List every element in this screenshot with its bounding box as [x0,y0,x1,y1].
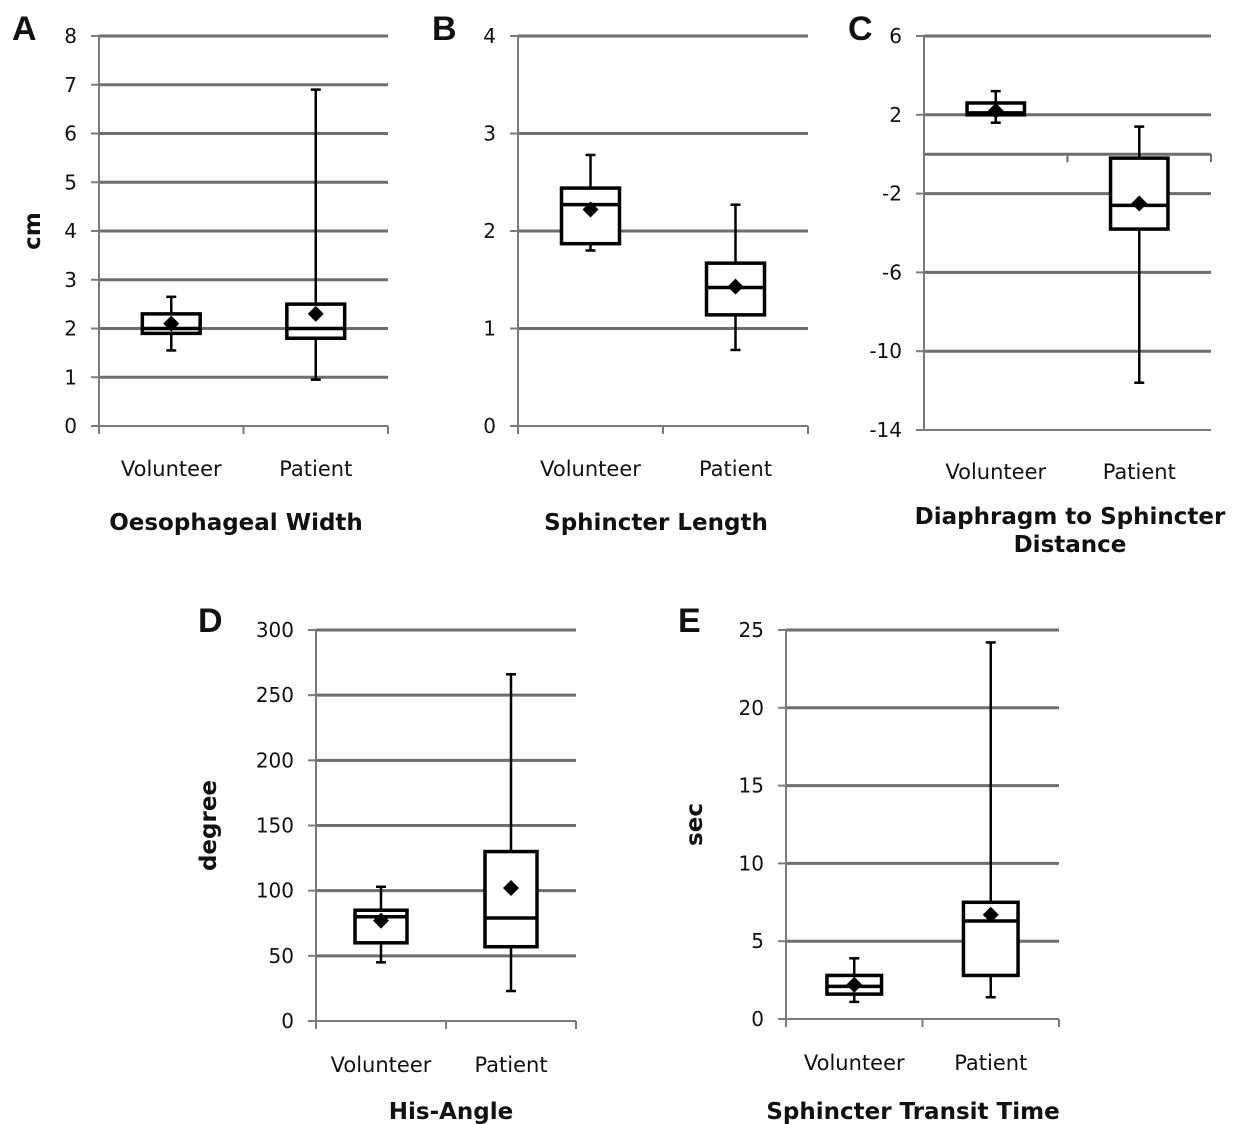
y-tick-label: 1 [64,365,77,389]
panel-letter: A [12,10,37,48]
y-tick-label: 0 [751,1007,764,1031]
x-axis-title: Distance [1014,532,1127,558]
mean-marker [582,201,599,218]
mean-marker [373,912,389,929]
box-volunteer [140,295,202,352]
y-tick-label: 250 [256,683,294,707]
mean-marker [307,305,324,322]
box-volunteer [353,885,409,964]
y-axis-label: sec [682,803,708,846]
panel-d: 0 50 100 150 200 250 300 Volunteer Patient D His-A… [196,602,577,1124]
category-label: Volunteer [121,457,222,481]
y-tick-label: 20 [739,696,764,720]
panel-e: 0 5 10 15 20 25 Volunteer Patient E Sphincter Tra… [678,602,1060,1124]
panel-letter: D [198,602,223,640]
box-volunteer [825,957,884,1004]
panel-letter: E [678,602,701,640]
y-tick-label: 6 [64,122,77,146]
y-tick-label: -2 [882,182,902,206]
mean-marker [846,976,863,993]
y-axis-label: degree [196,780,222,871]
mean-marker [503,880,519,897]
y-tick-label: 0 [483,414,496,438]
y-tick-label: 6 [889,24,902,48]
mean-marker [1131,195,1148,212]
mean-marker [982,906,999,923]
y-tick-label: 4 [483,24,496,48]
y-tick-label: 25 [739,618,764,642]
box-volunteer [559,153,622,252]
x-axis-title: Oesophageal Width [109,510,363,536]
mean-marker [987,102,1004,119]
y-tick-label: 5 [64,170,77,194]
category-label: Patient [1103,460,1176,484]
category-label: Patient [474,1053,547,1077]
panel-c: -14 -10 -6 -2 2 6 Volunteer Patient C Diaphragm t… [848,10,1226,558]
category-label: Patient [699,457,772,481]
panel-b: 0 1 2 3 4 Volunteer Patient B Sphincter Length [432,10,809,536]
iqr-box [483,849,539,949]
x-axis-title: His-Angle [389,1099,514,1124]
category-label: Patient [279,457,352,481]
y-tick-label: 100 [256,879,294,903]
box-patient [961,641,1020,999]
y-tick-label: 0 [281,1009,294,1033]
y-tick-label: 4 [64,219,77,243]
category-label: Volunteer [804,1051,905,1075]
box-patient [704,203,767,352]
y-tick-label: 8 [64,24,77,48]
y-tick-label: 10 [739,851,764,875]
panel-letter: B [432,10,457,48]
y-tick-label: 50 [269,944,294,968]
y-tick-label: 150 [256,814,294,838]
y-tick-label: 200 [256,748,294,772]
box-patient [285,88,347,381]
y-tick-label: 5 [751,929,764,953]
y-tick-label: 2 [889,103,902,127]
mean-marker [163,315,180,332]
x-axis-title: Sphincter Length [544,510,768,536]
x-axis-title: Sphincter Transit Time [766,1099,1059,1124]
iqr-box [1108,156,1170,231]
category-label: Patient [954,1051,1027,1075]
y-tick-label: 2 [64,317,77,341]
x-axis-title: Diaphragm to Sphincter [915,504,1226,530]
y-tick-label: 15 [739,774,764,798]
mean-marker [727,278,744,295]
y-tick-label: 1 [483,317,496,341]
box-volunteer [965,89,1027,124]
y-tick-label: -6 [882,260,902,284]
y-axis-label: cm [20,212,46,250]
category-label: Volunteer [331,1053,432,1077]
y-tick-label: 2 [483,219,496,243]
panel-a: 0 1 2 3 4 5 6 7 8 Volunteer Patient A Oesophageal Wi… [12,10,389,536]
box-patient [1108,125,1170,384]
box-patient [483,673,539,993]
y-tick-label: 0 [64,414,77,438]
panel-letter: C [848,10,873,48]
y-tick-label: 300 [256,618,294,642]
y-tick-label: -14 [869,418,902,442]
category-label: Volunteer [540,457,641,481]
y-tick-label: -10 [869,339,902,363]
category-label: Volunteer [945,460,1046,484]
y-tick-label: 7 [64,73,77,97]
y-tick-label: 3 [483,122,496,146]
y-tick-label: 3 [64,268,77,292]
